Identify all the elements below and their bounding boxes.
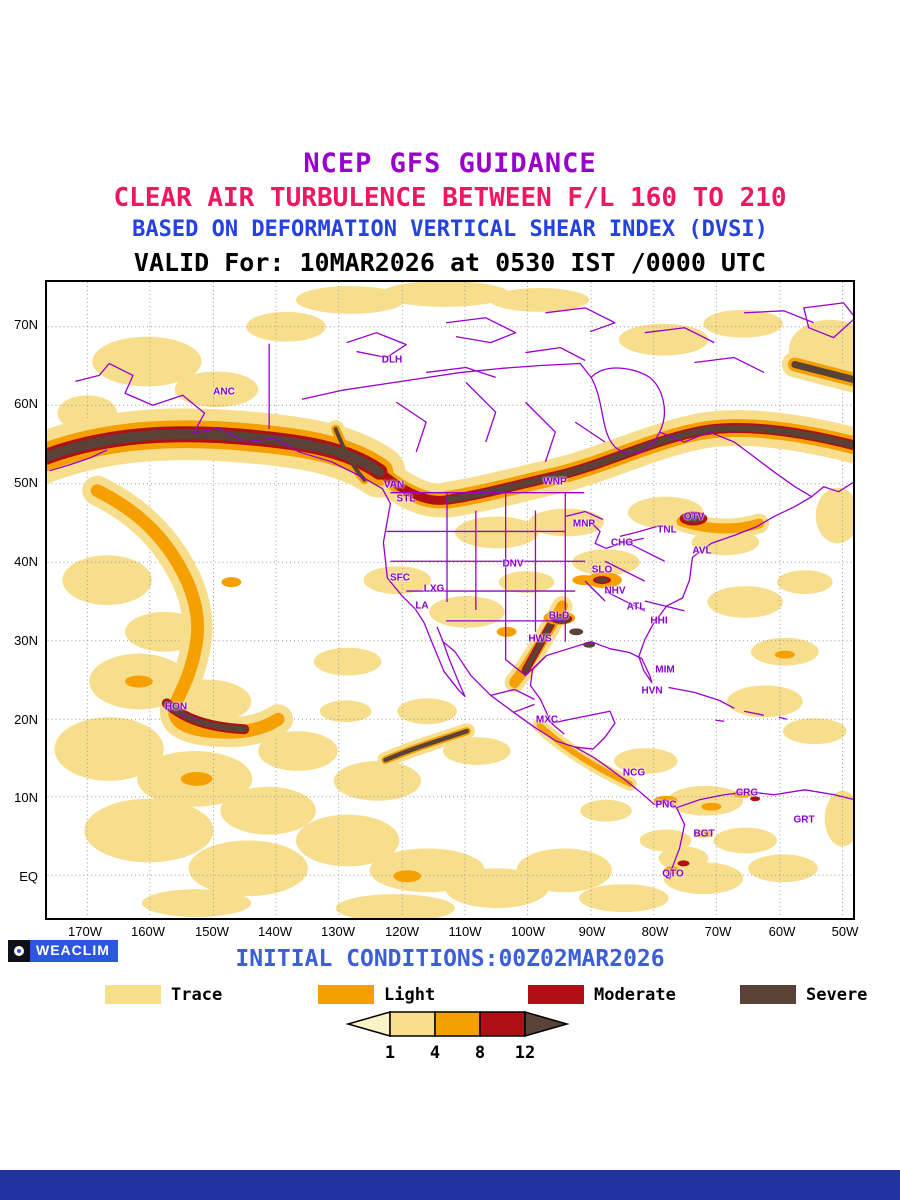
station-label-wnp: WNP bbox=[543, 476, 567, 488]
legend-swatch-trace bbox=[105, 985, 161, 1004]
station-label-nhv: NHV bbox=[604, 585, 626, 597]
title-model: NCEP GFS GUIDANCE bbox=[303, 148, 597, 179]
scale-tick-8: 8 bbox=[475, 1043, 485, 1063]
station-label-hws: HWS bbox=[528, 633, 552, 645]
scale-tick-4: 4 bbox=[430, 1043, 440, 1063]
station-label-la: LA bbox=[415, 600, 429, 612]
weaclim-logo-text: WEACLIM bbox=[30, 940, 118, 962]
station-label-grt: GRT bbox=[793, 814, 815, 826]
station-label-sfc: SFC bbox=[390, 572, 410, 584]
station-label-hvn: HVN bbox=[641, 685, 663, 697]
station-label-crg: CRG bbox=[735, 787, 759, 799]
station-label-dnv: DNV bbox=[502, 558, 524, 570]
lat-axis-label: 30N bbox=[14, 633, 38, 648]
lon-axis-label: 110W bbox=[448, 924, 482, 939]
lat-axis-label: 60N bbox=[14, 396, 38, 411]
bottom-bar bbox=[0, 1170, 900, 1200]
station-label-hon: HON bbox=[164, 701, 188, 713]
weaclim-logo: WEACLIM bbox=[8, 940, 118, 962]
station-label-mxc: MXC bbox=[535, 714, 559, 726]
station-label-chg: CHG bbox=[610, 537, 634, 549]
lat-axis-label: 20N bbox=[14, 712, 38, 727]
legend-swatch-severe bbox=[740, 985, 796, 1004]
legend-label-light: Light bbox=[384, 985, 436, 1005]
title-valid-time: VALID For: 10MAR2026 at 0530 IST /0000 U… bbox=[133, 248, 767, 277]
lon-axis-label: 50W bbox=[831, 924, 859, 939]
station-label-avl: AVL bbox=[692, 545, 712, 557]
scale-segment-trace bbox=[389, 1011, 436, 1037]
station-label-otv: OTV bbox=[683, 511, 705, 523]
station-label-stl: STL bbox=[396, 493, 416, 505]
station-label-slo: SLO bbox=[591, 564, 613, 576]
station-label-layer: ANC DLH VAN STL WNP MNP CHG DNV SLO OTV TNL AVL SFC L… bbox=[47, 282, 853, 918]
weaclim-logo-icon bbox=[8, 940, 30, 962]
lon-axis-label: 170W bbox=[68, 924, 102, 939]
legend-swatch-light bbox=[318, 985, 374, 1004]
lon-axis-label: 150W bbox=[195, 924, 229, 939]
legend-label-severe: Severe bbox=[806, 985, 868, 1005]
station-label-mnp: MNP bbox=[572, 518, 596, 530]
scale-tick-1: 1 bbox=[385, 1043, 395, 1063]
station-label-mim: MIM bbox=[655, 664, 675, 676]
title-method: BASED ON DEFORMATION VERTICAL SHEAR INDE… bbox=[132, 217, 768, 242]
lon-axis-label: 90W bbox=[578, 924, 606, 939]
lon-axis-label: 80W bbox=[641, 924, 669, 939]
scale-segment-moderate bbox=[479, 1011, 526, 1037]
lon-axis-label: 130W bbox=[321, 924, 355, 939]
coastlines bbox=[49, 302, 853, 880]
station-label-atl: ATL bbox=[626, 601, 646, 613]
scale-arrow-left bbox=[345, 1011, 391, 1037]
lat-axis-label: 70N bbox=[14, 317, 38, 332]
station-label-anc: ANC bbox=[213, 386, 235, 398]
map-frame: ANC DLH VAN STL WNP MNP CHG DNV SLO OTV TNL AVL SFC L… bbox=[45, 280, 855, 920]
map-grid bbox=[47, 282, 853, 918]
initial-conditions-text: INITIAL CONDITIONS:00Z02MAR2026 bbox=[235, 946, 665, 972]
station-label-dlh: DLH bbox=[381, 354, 403, 366]
scale-tick-12: 12 bbox=[515, 1043, 535, 1063]
scale-arrow-right bbox=[524, 1011, 570, 1037]
lon-axis-label: 100W bbox=[511, 924, 545, 939]
station-label-bld: BLD bbox=[548, 610, 570, 622]
legend-label-moderate: Moderate bbox=[594, 985, 676, 1005]
lon-axis-label: 160W bbox=[131, 924, 165, 939]
lat-axis-label: 10N bbox=[14, 790, 38, 805]
station-label-ncg: NCG bbox=[622, 767, 646, 779]
turbulence-bands bbox=[47, 351, 853, 791]
lon-axis-label: 140W bbox=[258, 924, 292, 939]
station-label-pnc: PNC bbox=[655, 799, 677, 811]
scale-segment-light bbox=[434, 1011, 481, 1037]
station-label-lxg: LXG bbox=[423, 583, 445, 595]
lat-axis-label: EQ bbox=[19, 869, 38, 884]
lon-axis-label: 120W bbox=[385, 924, 419, 939]
lon-axis-label: 60W bbox=[768, 924, 796, 939]
station-label-bgt: BGT bbox=[693, 828, 715, 840]
turbulence-map bbox=[47, 282, 853, 918]
lat-axis-label: 50N bbox=[14, 475, 38, 490]
lat-axis-label: 40N bbox=[14, 554, 38, 569]
station-label-tnl: TNL bbox=[657, 524, 677, 536]
station-label-hhi: HHI bbox=[650, 615, 668, 627]
station-label-van: VAN bbox=[383, 479, 405, 491]
intensity-spots bbox=[125, 511, 795, 883]
intensity-scale-bar: 1 4 8 12 bbox=[345, 1011, 570, 1063]
legend-label-trace: Trace bbox=[171, 985, 223, 1005]
logo-ring-icon bbox=[14, 946, 24, 956]
legend-swatch-moderate bbox=[528, 985, 584, 1004]
title-product: CLEAR AIR TURBULENCE BETWEEN F/L 160 TO … bbox=[113, 183, 787, 213]
lon-axis-label: 70W bbox=[704, 924, 732, 939]
station-label-qto: QTO bbox=[662, 868, 684, 880]
